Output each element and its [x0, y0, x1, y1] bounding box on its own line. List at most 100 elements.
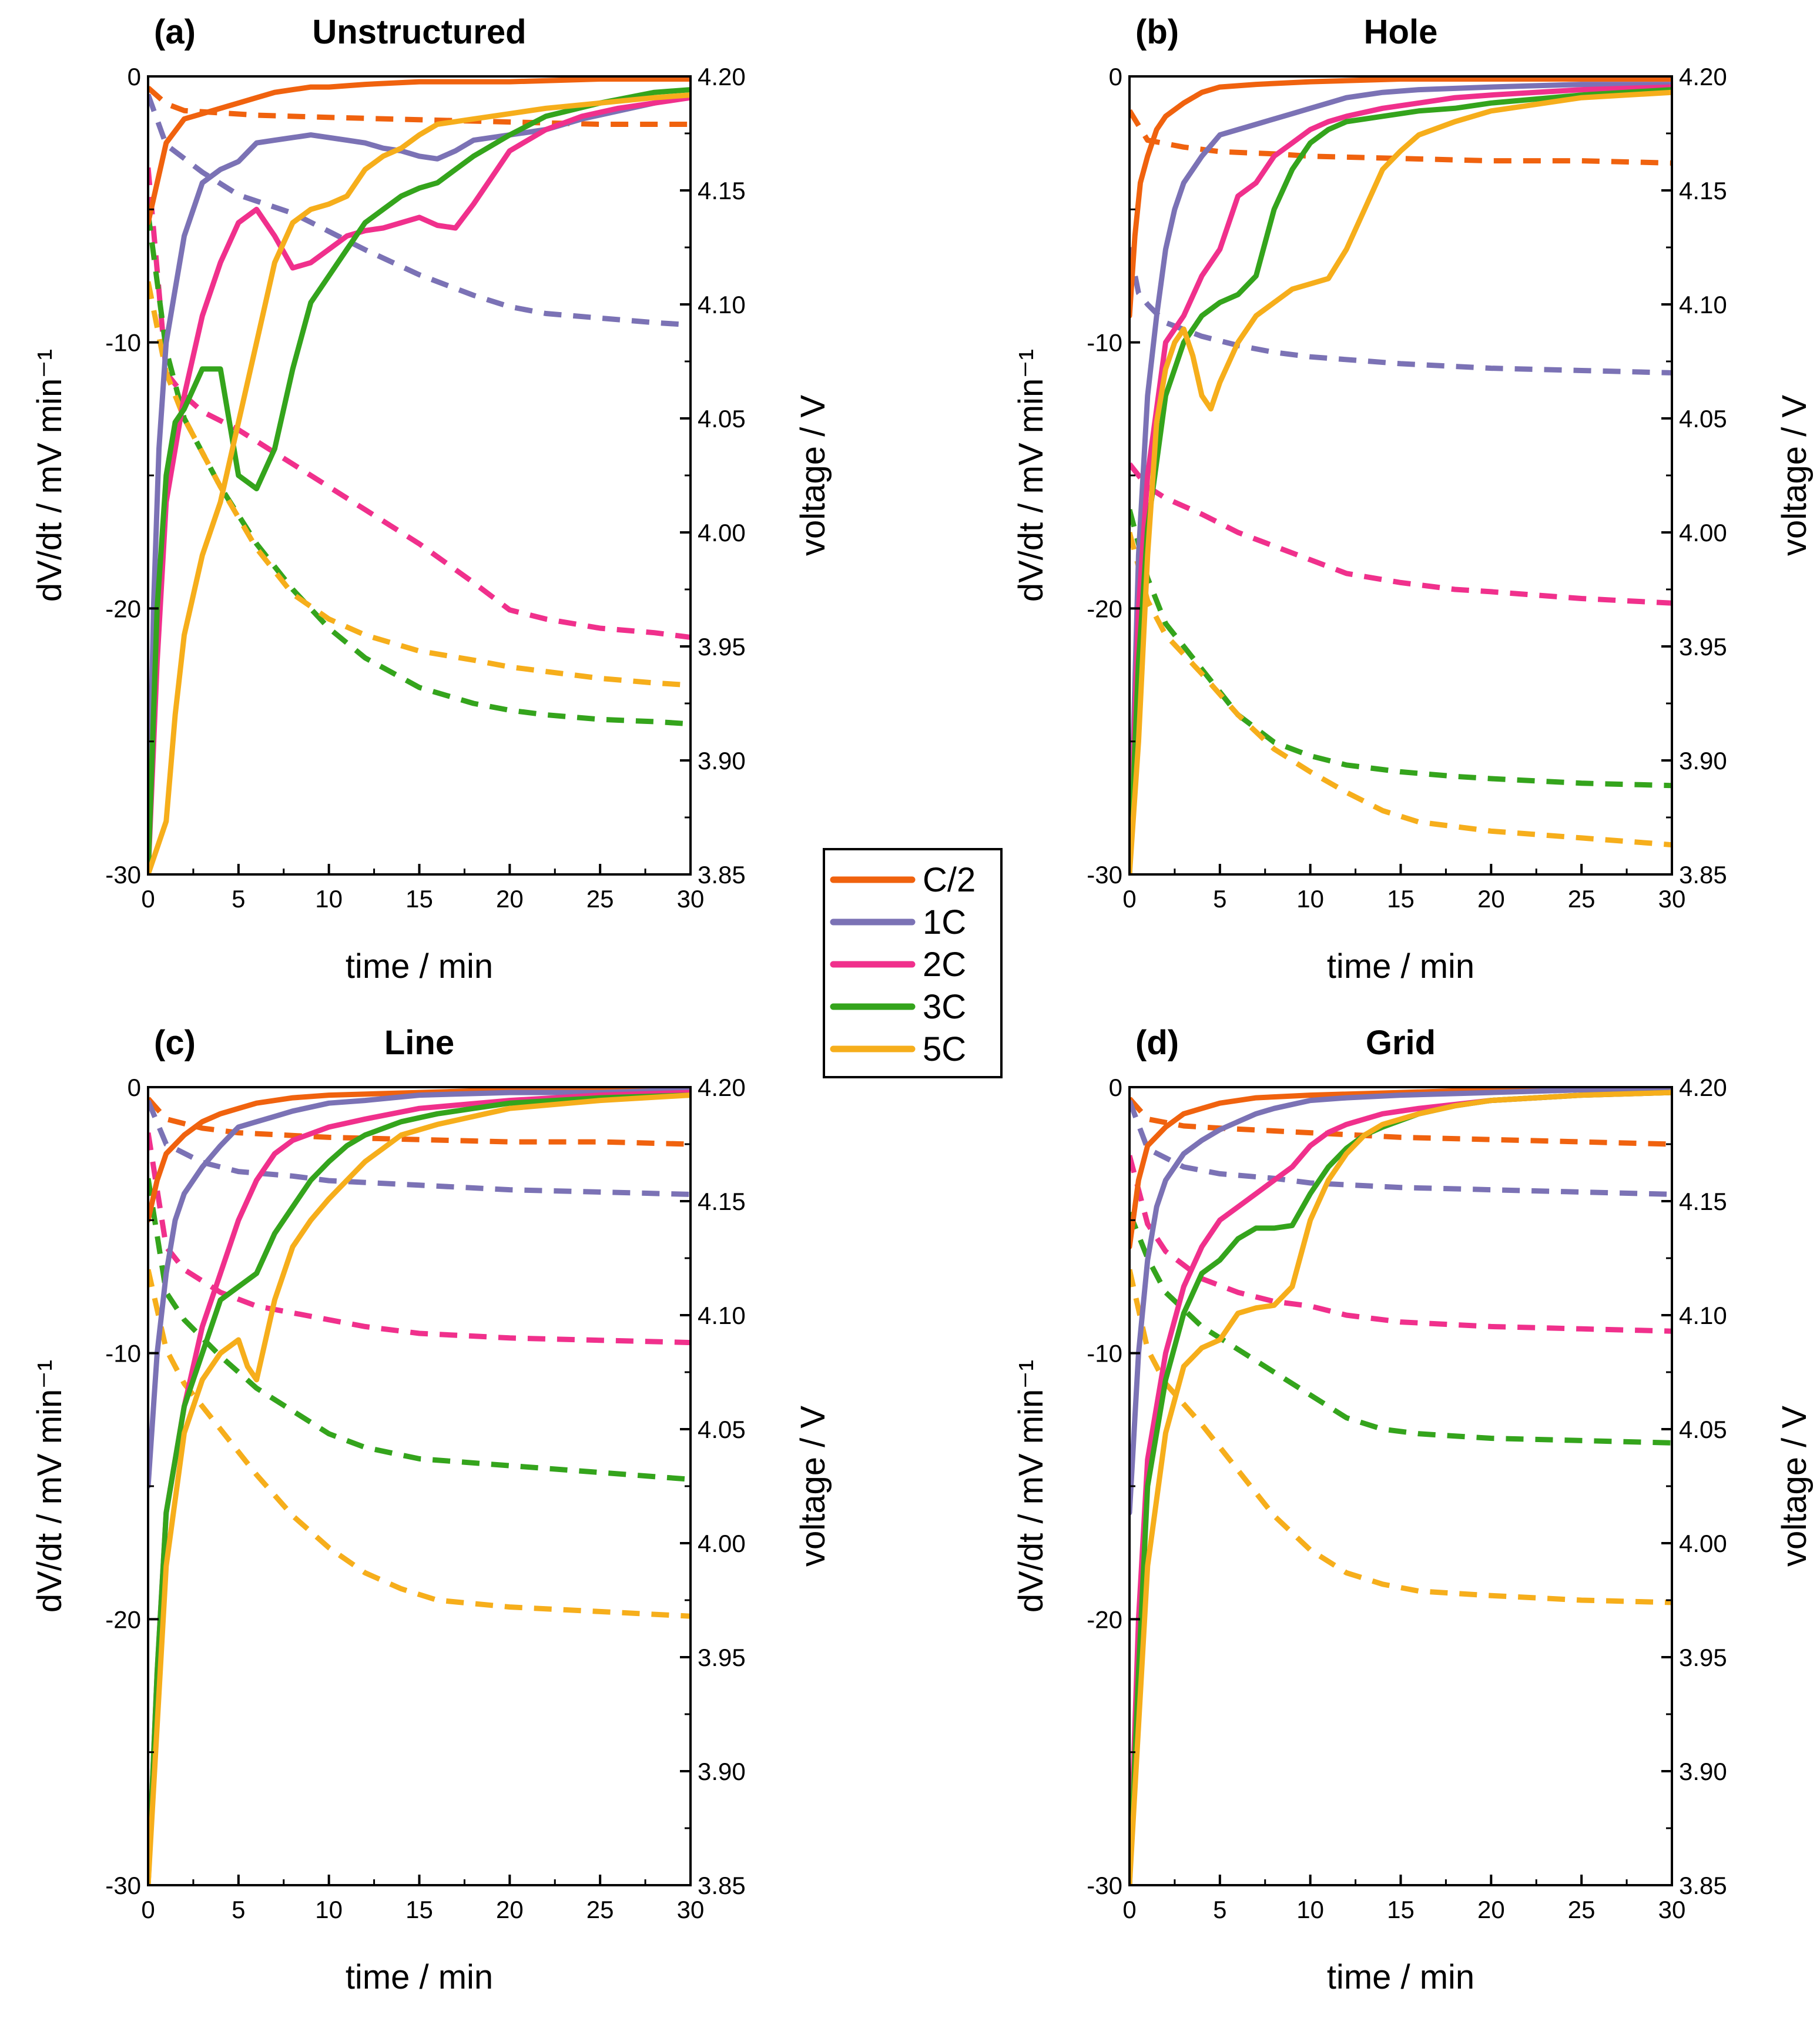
- x-tick-label: 10: [1296, 885, 1324, 913]
- y2-tick-label: 4.20: [1679, 1074, 1727, 1101]
- x-tick-label: 5: [1213, 885, 1226, 913]
- y2-tick-label: 4.00: [698, 1530, 746, 1557]
- series-dvdt-c-2: [148, 1087, 691, 1223]
- x-tick-label: 5: [1213, 1896, 1226, 1923]
- series-dvdt-3c: [148, 1092, 691, 1885]
- y-tick-label: -30: [105, 1872, 141, 1899]
- y2-tick-label: 3.85: [1679, 1872, 1727, 1899]
- y2-tick-label: 4.15: [1679, 177, 1727, 205]
- x-axis-title: time / min: [1327, 947, 1474, 985]
- series-dvdt-c-2: [1129, 1087, 1672, 1250]
- series-voltage-c-2: [1129, 1097, 1672, 1147]
- y2-tick-label: 3.90: [698, 1758, 746, 1785]
- series-dvdt-3c: [148, 87, 691, 874]
- series-voltage-5c: [148, 1269, 691, 1619]
- y-tick-label: -20: [105, 1605, 141, 1633]
- y-tick-label: -20: [105, 595, 141, 622]
- x-tick-label: 5: [232, 1896, 245, 1923]
- y-tick-label: 0: [128, 63, 141, 90]
- y2-tick-label: 4.20: [698, 1074, 746, 1101]
- y2-tick-label: 4.00: [698, 519, 746, 547]
- series-dvdt-1c: [148, 92, 691, 874]
- y-tick-label: -20: [1087, 595, 1122, 622]
- series-voltage-2c: [1129, 1155, 1672, 1334]
- y2-tick-label: 3.90: [1679, 747, 1727, 775]
- y2-tick-label: 4.10: [1679, 1302, 1727, 1329]
- chart-panel-b: 0 5 10 15 20 25 30 0 -10 -20 -30 4.20 4.15 4.10 4.05 4.…: [1012, 13, 1814, 985]
- series-dvdt-2c: [148, 95, 691, 874]
- y2-axis-title: voltage / V: [1775, 395, 1814, 556]
- y-tick-label: -10: [105, 1340, 141, 1367]
- series-voltage-c-2: [148, 86, 691, 127]
- y2-tick-label: 3.85: [698, 1872, 746, 1899]
- series-voltage-5c: [1129, 531, 1672, 848]
- panel-letter: (a): [154, 13, 196, 51]
- y2-axis-title: voltage / V: [794, 395, 832, 556]
- y2-tick-label: 4.10: [698, 291, 746, 319]
- plot-area: [1129, 76, 1672, 874]
- y-axis-title: dV/dt / mV min⁻¹: [31, 349, 69, 602]
- y2-tick-label: 4.05: [1679, 1416, 1727, 1443]
- series-voltage-1c: [1129, 1099, 1672, 1197]
- y2-tick-label: 3.95: [1679, 1644, 1727, 1671]
- x-tick-label: 15: [405, 1896, 433, 1923]
- y-axis-title: dV/dt / mV min⁻¹: [31, 1360, 69, 1613]
- x-tick-label: 25: [586, 1896, 614, 1923]
- x-tick-label: 0: [141, 1896, 155, 1923]
- y2-tick-label: 3.90: [1679, 1758, 1727, 1785]
- legend-label: C/2: [923, 861, 976, 899]
- series-dvdt-2c: [1129, 1090, 1672, 1885]
- legend-label: 5C: [923, 1030, 966, 1068]
- x-tick-label: 20: [496, 1896, 524, 1923]
- y2-tick-label: 3.90: [698, 747, 746, 775]
- x-tick-label: 0: [1122, 1896, 1136, 1923]
- y2-tick-label: 4.20: [698, 63, 746, 90]
- series-dvdt-5c: [1129, 89, 1672, 874]
- chart-panel-a: 0 5 10 15 20 25 30 0 -10 -20 -30 4.20 4.15 4.10 4.05 4.…: [31, 13, 832, 985]
- series-dvdt-5c: [148, 92, 691, 874]
- series-voltage-3c: [1129, 509, 1672, 789]
- y2-tick-label: 4.10: [698, 1302, 746, 1329]
- y2-tick-label: 3.95: [698, 633, 746, 661]
- x-tick-label: 20: [1477, 885, 1505, 913]
- legend-label: 1C: [923, 903, 966, 941]
- y2-tick-label: 3.85: [1679, 861, 1727, 889]
- y2-tick-label: 4.00: [1679, 519, 1727, 547]
- x-tick-label: 10: [315, 1896, 343, 1923]
- series-voltage-1c: [148, 1099, 691, 1197]
- y-tick-label: 0: [128, 1074, 141, 1101]
- x-tick-label: 20: [496, 885, 524, 913]
- series-voltage-5c: [148, 281, 691, 688]
- plot-frame: [147, 1086, 692, 1886]
- series-voltage-3c: [148, 1178, 691, 1482]
- y-tick-label: -10: [1087, 329, 1122, 357]
- legend-label: 2C: [923, 946, 966, 984]
- plot-frame: [1128, 1086, 1673, 1886]
- y2-axis-title: voltage / V: [794, 1406, 832, 1567]
- x-tick-label: 10: [1296, 1896, 1324, 1923]
- y-axis-title: dV/dt / mV min⁻¹: [1012, 349, 1050, 602]
- x-tick-label: 0: [1122, 885, 1136, 913]
- y-tick-label: 0: [1109, 1074, 1122, 1101]
- y-tick-label: -30: [1087, 1872, 1122, 1899]
- x-tick-label: 20: [1477, 1896, 1505, 1923]
- series-dvdt-1c: [1129, 82, 1672, 874]
- y2-tick-label: 4.10: [1679, 291, 1727, 319]
- y-tick-label: -20: [1087, 1605, 1122, 1633]
- panel-title: Hole: [1364, 13, 1438, 51]
- x-tick-label: 10: [315, 885, 343, 913]
- y2-tick-label: 4.05: [698, 1416, 746, 1443]
- x-tick-label: 15: [1387, 1896, 1415, 1923]
- plot-area: [1129, 1087, 1672, 1885]
- plot-frame: [147, 75, 692, 876]
- chart-panel-c: 0 5 10 15 20 25 30 0 -10 -20 -30 4.20 4.15 4.10 4.05 4.…: [31, 1024, 832, 1996]
- x-tick-label: 5: [232, 885, 245, 913]
- series-dvdt-1c: [148, 1087, 691, 1489]
- y2-tick-label: 4.05: [698, 405, 746, 433]
- y2-tick-label: 3.95: [1679, 633, 1727, 661]
- series-voltage-3c: [148, 213, 691, 727]
- x-tick-label: 30: [1658, 885, 1686, 913]
- legend: C/2 1C 2C 3C 5C: [823, 848, 1003, 1078]
- x-tick-label: 15: [1387, 885, 1415, 913]
- panel-title: Unstructured: [312, 13, 526, 51]
